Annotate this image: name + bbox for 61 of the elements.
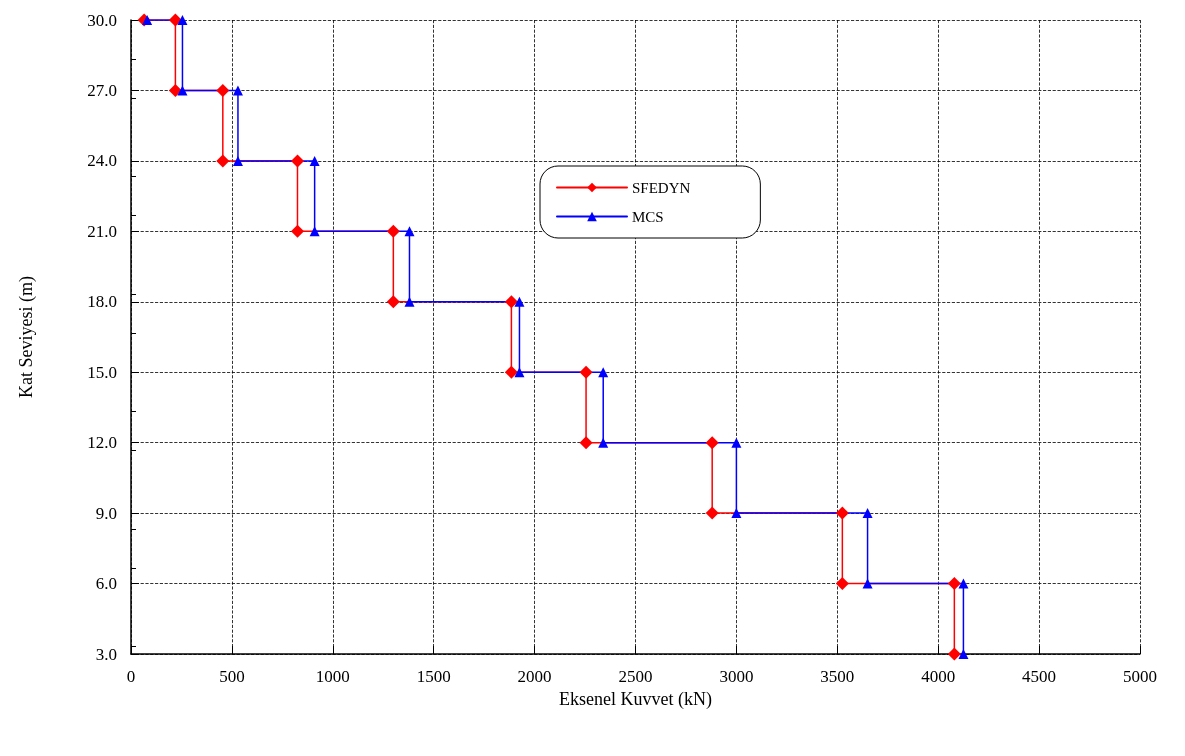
x-tick-label: 500 bbox=[219, 667, 245, 686]
point bbox=[232, 85, 243, 96]
point bbox=[309, 226, 320, 237]
x-tick-label: 4500 bbox=[1022, 667, 1057, 686]
point bbox=[958, 578, 969, 589]
x-tick-label: 1500 bbox=[416, 667, 451, 686]
point bbox=[177, 85, 188, 96]
point bbox=[598, 367, 609, 378]
x-tick-label: 3500 bbox=[820, 667, 855, 686]
y-tick-label: 21.0 bbox=[87, 221, 117, 241]
point bbox=[142, 15, 153, 25]
x-tick-label: 5000 bbox=[1123, 667, 1157, 686]
point bbox=[947, 647, 961, 661]
point bbox=[290, 224, 304, 238]
point bbox=[216, 83, 230, 97]
y-tick-label: 6.0 bbox=[95, 574, 117, 594]
point bbox=[835, 577, 849, 591]
y-tick-label: 18.0 bbox=[87, 292, 117, 312]
point bbox=[504, 365, 518, 379]
point bbox=[947, 577, 961, 591]
point bbox=[862, 508, 873, 519]
point bbox=[514, 296, 525, 307]
x-tick-label: 3000 bbox=[719, 667, 754, 686]
y-tick-label: 12.0 bbox=[87, 433, 117, 453]
x-tick-label: 2500 bbox=[618, 667, 653, 686]
point bbox=[705, 436, 719, 450]
legend-label: SFEDYN bbox=[632, 179, 691, 196]
point bbox=[168, 83, 182, 97]
point bbox=[579, 365, 593, 379]
point bbox=[731, 437, 742, 448]
x-tick-label: 0 bbox=[126, 667, 136, 686]
point bbox=[386, 295, 400, 309]
y-tick-label: 24.0 bbox=[87, 151, 117, 171]
point bbox=[177, 15, 188, 25]
point bbox=[216, 154, 230, 168]
point bbox=[404, 226, 415, 237]
y-tick-label: 30.0 bbox=[87, 10, 117, 30]
point bbox=[232, 155, 243, 166]
point bbox=[598, 437, 609, 448]
x-tick-label: 4000 bbox=[921, 667, 956, 686]
legend-label: MCS bbox=[632, 208, 664, 225]
point bbox=[958, 649, 969, 659]
point bbox=[290, 154, 304, 168]
x-tick-label: 1000 bbox=[315, 667, 350, 686]
point bbox=[504, 295, 518, 309]
x-tick-label: 2000 bbox=[517, 667, 552, 686]
point bbox=[862, 578, 873, 589]
x-axis-title: Eksenel Kuvvet (kN) bbox=[559, 688, 712, 710]
y-tick-label: 27.0 bbox=[87, 80, 117, 100]
point bbox=[386, 224, 400, 238]
y-tick-label: 15.0 bbox=[87, 362, 117, 382]
point bbox=[579, 436, 593, 450]
point bbox=[514, 367, 525, 378]
point bbox=[309, 155, 320, 166]
point bbox=[731, 508, 742, 519]
point bbox=[168, 13, 182, 27]
y-axis-title: Kat Seviyesi (m) bbox=[16, 276, 37, 398]
point bbox=[705, 506, 719, 520]
y-tick-label: 3.0 bbox=[95, 644, 117, 664]
y-tick-label: 9.0 bbox=[95, 503, 117, 523]
point bbox=[835, 506, 849, 520]
